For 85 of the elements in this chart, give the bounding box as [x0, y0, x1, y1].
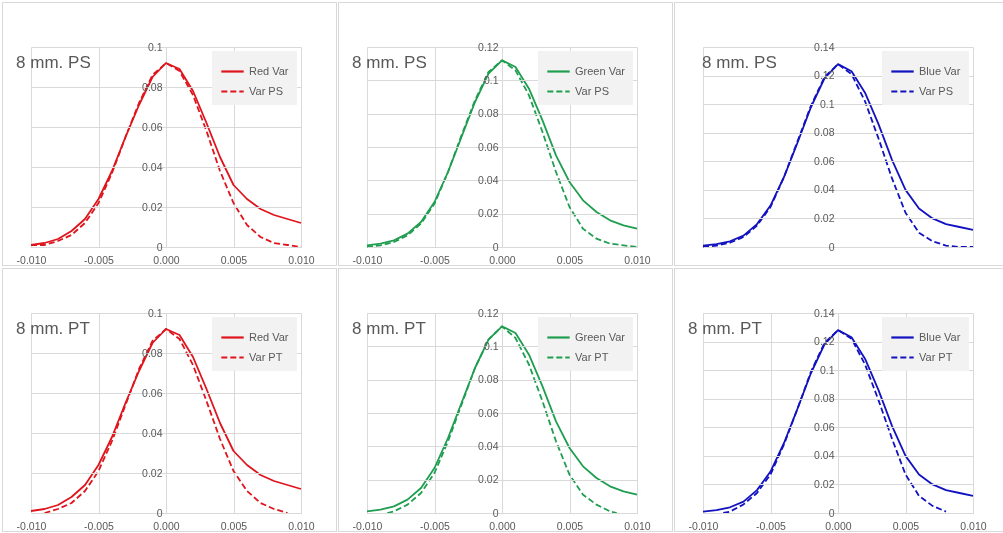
x-tick-label: -0.010: [688, 519, 719, 532]
legend-label: Var PS: [575, 84, 610, 97]
legend-label: Blue Var: [919, 330, 961, 343]
x-tick-label: 0.000: [825, 519, 852, 532]
x-tick-label: 0.010: [624, 253, 651, 266]
y-tick-label: 0.08: [478, 373, 499, 386]
legend-label: Red Var: [249, 64, 289, 77]
y-tick-label: 0.12: [814, 69, 835, 82]
y-tick-label: 0: [492, 506, 499, 519]
y-tick-label: 0: [156, 240, 163, 253]
x-tick-label: 0.000: [489, 253, 516, 266]
y-tick-label: 0.04: [142, 426, 163, 439]
x-tick-label: -0.005: [84, 519, 115, 532]
chart-title: 8 mm. PS: [702, 53, 777, 72]
y-tick-label: 0.08: [478, 107, 499, 120]
y-tick-label: 0.02: [142, 200, 163, 213]
y-tick-label: 0.12: [814, 335, 835, 348]
x-tick-label: 0.000: [153, 519, 180, 532]
y-tick-label: 0.02: [478, 473, 499, 486]
y-tick-label: 0.1: [147, 306, 163, 319]
chart-title: 8 mm. PS: [16, 53, 91, 72]
y-tick-label: 0.08: [814, 126, 835, 139]
y-tick-label: 0.08: [142, 80, 163, 93]
y-tick-label: 0: [828, 506, 835, 519]
y-tick-label: 0.04: [478, 173, 499, 186]
x-tick-label: -0.010: [16, 519, 47, 532]
chart-title: 8 mm. PT: [352, 319, 426, 338]
y-tick-label: 0.04: [478, 439, 499, 452]
legend-label: Green Var: [575, 330, 626, 343]
y-tick-label: 0.02: [142, 466, 163, 479]
x-tick-label: 0.005: [892, 519, 920, 532]
y-tick-label: 0.04: [814, 183, 835, 196]
y-tick-label: 0.1: [147, 40, 163, 53]
y-tick-label: 0.06: [142, 386, 163, 399]
x-tick-label: 0.005: [556, 253, 584, 266]
y-tick-label: 0.04: [142, 160, 163, 173]
y-tick-label: 0.12: [478, 306, 499, 319]
y-tick-label: 0.1: [819, 97, 835, 110]
legend-label: Var PS: [249, 84, 284, 97]
y-tick-label: 0.06: [478, 406, 499, 419]
y-tick-label: 0.08: [142, 346, 163, 359]
x-tick-label: -0.005: [420, 519, 451, 532]
legend-label: Var PT: [575, 350, 609, 363]
y-tick-label: 0.12: [478, 40, 499, 53]
legend-label: Var PT: [919, 350, 953, 363]
y-tick-label: 0.1: [483, 339, 499, 352]
x-tick-label: 0.005: [556, 519, 584, 532]
y-tick-label: 0.06: [142, 120, 163, 133]
x-tick-label: -0.005: [84, 253, 115, 266]
chart-title: 8 mm. PT: [688, 319, 762, 338]
y-tick-label: 0.1: [819, 363, 835, 376]
x-tick-label: -0.005: [756, 519, 787, 532]
x-tick-label: 0.000: [489, 519, 516, 532]
x-tick-label: 0.010: [960, 519, 987, 532]
y-tick-label: 0.1: [483, 73, 499, 86]
x-tick-label: -0.005: [420, 253, 451, 266]
x-tick-label: 0.010: [288, 253, 315, 266]
x-tick-label: -0.010: [352, 519, 383, 532]
x-tick-label: 0.010: [624, 519, 651, 532]
y-tick-label: 0: [156, 506, 163, 519]
chart-title: 8 mm. PS: [352, 53, 427, 72]
legend-label: Green Var: [575, 64, 626, 77]
y-tick-label: 0.06: [814, 154, 835, 167]
chart-title: 8 mm. PT: [16, 319, 90, 338]
y-tick-label: 0: [828, 240, 835, 253]
x-tick-label: 0.005: [220, 253, 248, 266]
x-tick-label: 0.010: [288, 519, 315, 532]
y-tick-label: 0.08: [814, 392, 835, 405]
legend-label: Var PT: [249, 350, 283, 363]
x-tick-label: -0.010: [352, 253, 383, 266]
y-tick-label: 0.06: [814, 420, 835, 433]
legend-label: Red Var: [249, 330, 289, 343]
legend-label: Var PS: [919, 84, 954, 97]
x-tick-label: -0.010: [16, 253, 47, 266]
y-tick-label: 0.14: [814, 40, 835, 53]
x-tick-label: 0.000: [153, 253, 180, 266]
y-tick-label: 0.02: [478, 207, 499, 220]
y-tick-label: 0: [492, 240, 499, 253]
y-tick-label: 0.02: [814, 211, 835, 224]
legend-label: Blue Var: [919, 64, 961, 77]
y-tick-label: 0.02: [814, 477, 835, 490]
y-tick-label: 0.06: [478, 140, 499, 153]
y-tick-label: 0.04: [814, 449, 835, 462]
x-tick-label: 0.005: [220, 519, 248, 532]
y-tick-label: 0.14: [814, 306, 835, 319]
